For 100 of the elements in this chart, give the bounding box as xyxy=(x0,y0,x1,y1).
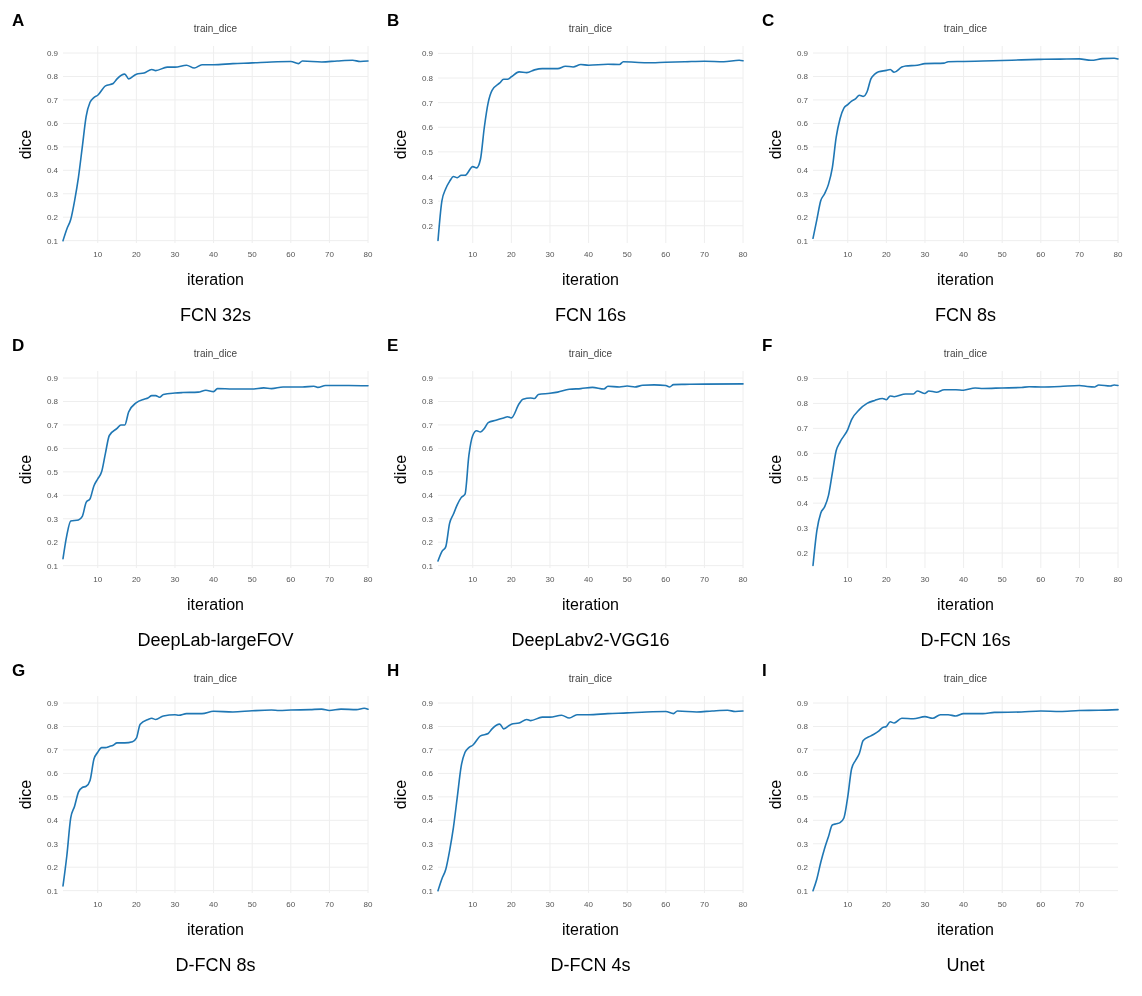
x-tick-label: 80 xyxy=(738,900,748,909)
y-tick-label: 0.6 xyxy=(796,449,809,459)
x-tick-label: 30 xyxy=(920,575,930,584)
x-axis-title: iteration xyxy=(937,921,994,938)
y-tick-label: 0.2 xyxy=(796,213,809,223)
y-tick-label: 0.8 xyxy=(796,722,809,732)
x-tick-label: 40 xyxy=(959,900,969,909)
x-axis-title: iteration xyxy=(187,596,244,613)
x-tick-label: 40 xyxy=(584,900,594,909)
y-tick-label: 0.5 xyxy=(796,142,809,152)
y-tick-label: 0.3 xyxy=(796,524,809,534)
y-tick-label: 0.6 xyxy=(46,119,59,129)
y-tick-label: 0.5 xyxy=(421,147,434,157)
y-axis-title: dice xyxy=(17,129,34,160)
y-axis-title: dice xyxy=(392,129,409,160)
y-tick-label: 0.9 xyxy=(796,49,809,59)
y-tick-label: 0.3 xyxy=(421,514,434,524)
y-tick-label: 0.4 xyxy=(421,172,434,182)
text: B xyxy=(387,11,400,30)
y-axis-title: dice xyxy=(767,779,784,810)
x-axis-title: iteration xyxy=(187,271,244,288)
x-tick-label: 80 xyxy=(363,250,373,259)
y-tick-label: 0.2 xyxy=(421,221,434,231)
text: A xyxy=(12,11,25,30)
y-tick-label: 0.9 xyxy=(421,49,434,59)
x-tick-label: 30 xyxy=(170,575,180,584)
y-tick-label: 0.4 xyxy=(46,816,59,826)
y-tick-label: 0.7 xyxy=(796,424,809,434)
y-tick-label: 0.4 xyxy=(421,816,434,826)
y-tick-label: 0.5 xyxy=(796,474,809,484)
x-tick-label: 80 xyxy=(1113,250,1123,259)
y-tick-label: 0.4 xyxy=(46,491,59,501)
x-tick-label: 40 xyxy=(209,900,219,909)
y-tick-label: 0.9 xyxy=(421,374,434,384)
x-tick-label: 10 xyxy=(843,250,853,259)
y-tick-label: 0.1 xyxy=(46,886,59,896)
y-tick-label: 0.8 xyxy=(421,722,434,732)
x-tick-label: 70 xyxy=(699,900,710,909)
y-tick-label: 0.7 xyxy=(421,420,434,430)
text: I xyxy=(762,661,767,680)
y-tick-label: 0.5 xyxy=(421,792,434,802)
y-tick-label: 0.3 xyxy=(796,839,809,849)
x-tick-label: 40 xyxy=(584,250,594,259)
y-tick-label: 0.8 xyxy=(46,397,59,407)
x-tick-label: 70 xyxy=(699,575,710,584)
y-tick-label: 0.1 xyxy=(46,561,59,571)
x-tick-label: 60 xyxy=(1036,250,1046,259)
chart-title: train_dice xyxy=(943,23,988,34)
x-tick-label: 50 xyxy=(997,575,1008,584)
y-tick-label: 0.5 xyxy=(46,792,59,802)
y-tick-label: 0.7 xyxy=(796,95,809,105)
x-axis-title: iteration xyxy=(937,271,994,288)
text: F xyxy=(762,336,773,355)
y-tick-label: 0.7 xyxy=(421,745,434,755)
y-tick-label: 0.9 xyxy=(46,699,59,709)
y-tick-label: 0.4 xyxy=(421,491,434,501)
x-tick-label: 80 xyxy=(363,575,373,584)
x-tick-label: 40 xyxy=(584,575,594,584)
chart-title: train_dice xyxy=(568,348,613,359)
y-tick-label: 0.9 xyxy=(796,699,809,709)
y-axis-title: dice xyxy=(17,779,34,810)
y-tick-label: 0.4 xyxy=(796,816,809,826)
text: D-FCN 4s xyxy=(550,955,631,975)
y-tick-label: 0.9 xyxy=(421,699,434,709)
y-tick-label: 0.7 xyxy=(46,745,59,755)
y-tick-label: 0.4 xyxy=(796,499,809,509)
x-tick-label: 30 xyxy=(170,900,180,909)
x-tick-label: 60 xyxy=(661,575,671,584)
line-series xyxy=(812,384,1119,567)
chart-title: train_dice xyxy=(193,673,238,684)
chart-title: train_dice xyxy=(568,673,613,684)
y-tick-label: 0.3 xyxy=(46,514,59,524)
y-axis-title: dice xyxy=(392,779,409,810)
y-tick-label: 0.9 xyxy=(796,374,809,384)
x-tick-label: 70 xyxy=(1074,250,1085,259)
y-tick-label: 0.1 xyxy=(796,886,809,896)
x-tick-label: 80 xyxy=(1113,575,1123,584)
y-tick-label: 0.8 xyxy=(46,722,59,732)
x-tick-label: 20 xyxy=(506,900,517,909)
y-tick-label: 0.6 xyxy=(421,444,434,454)
y-tick-label: 0.3 xyxy=(421,839,434,849)
x-tick-label: 40 xyxy=(959,575,969,584)
x-tick-label: 50 xyxy=(622,250,633,259)
line-series xyxy=(812,708,1119,892)
chart-title: train_dice xyxy=(568,23,613,34)
y-tick-label: 0.1 xyxy=(421,561,434,571)
x-tick-label: 10 xyxy=(93,250,103,259)
y-tick-label: 0.3 xyxy=(46,189,59,199)
chart-title: train_dice xyxy=(193,23,238,34)
y-axis-title: dice xyxy=(767,129,784,160)
y-tick-label: 0.8 xyxy=(421,74,434,84)
x-tick-label: 20 xyxy=(506,575,517,584)
y-tick-label: 0.1 xyxy=(421,886,434,896)
y-tick-label: 0.7 xyxy=(421,98,434,108)
x-tick-label: 70 xyxy=(324,575,335,584)
y-tick-label: 0.2 xyxy=(46,538,59,548)
x-tick-label: 50 xyxy=(247,900,258,909)
x-tick-label: 30 xyxy=(920,900,930,909)
x-tick-label: 50 xyxy=(997,900,1008,909)
y-tick-label: 0.2 xyxy=(796,863,809,873)
